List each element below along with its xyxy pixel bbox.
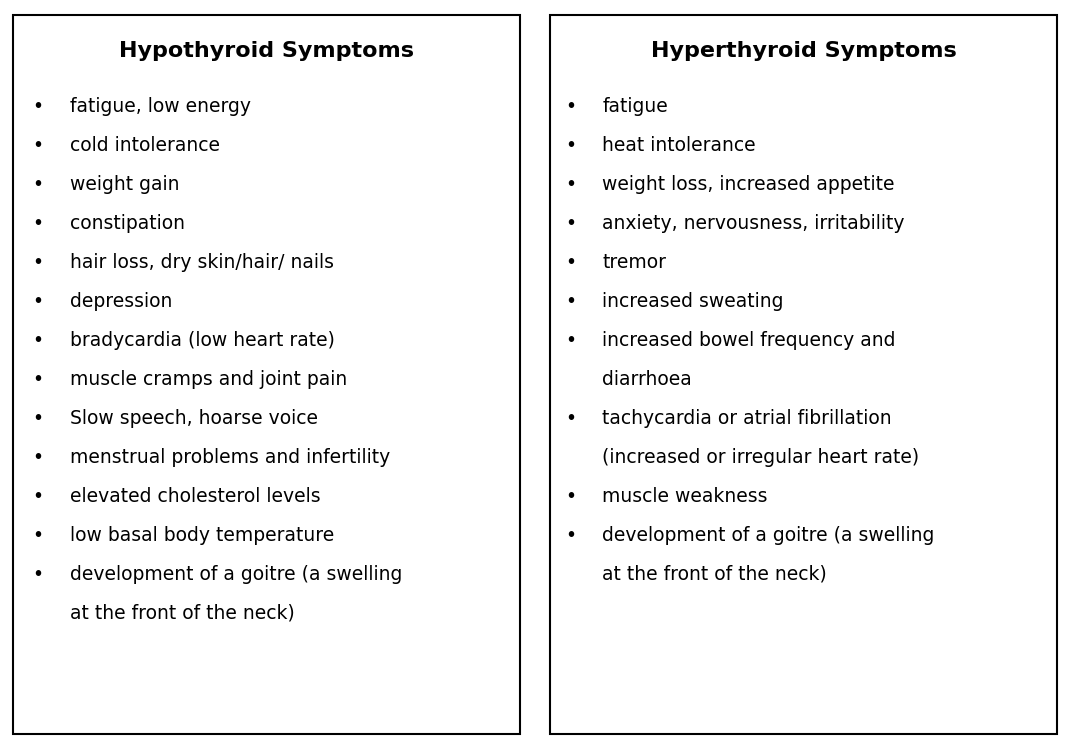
Text: depression: depression [70,291,172,311]
Text: •: • [565,214,576,233]
Text: increased bowel frequency and: increased bowel frequency and [602,331,896,350]
Text: cold intolerance: cold intolerance [70,135,219,155]
Text: diarrhoea: diarrhoea [602,369,692,389]
Text: elevated cholesterol levels: elevated cholesterol levels [70,487,320,506]
Text: •: • [565,175,576,194]
Text: Hypothyroid Symptoms: Hypothyroid Symptoms [119,41,414,61]
Text: at the front of the neck): at the front of the neck) [602,565,827,584]
Text: •: • [565,331,576,350]
Text: •: • [32,214,43,233]
Text: Slow speech, hoarse voice: Slow speech, hoarse voice [70,409,318,428]
Text: •: • [32,135,43,155]
Text: •: • [32,175,43,194]
Text: •: • [565,135,576,155]
Text: increased sweating: increased sweating [602,291,784,311]
Text: hair loss, dry skin/hair/ nails: hair loss, dry skin/hair/ nails [70,253,334,272]
Text: tremor: tremor [602,253,667,272]
Text: fatigue, low energy: fatigue, low energy [70,97,250,116]
Text: •: • [565,525,576,545]
Text: •: • [32,409,43,428]
FancyBboxPatch shape [13,15,520,734]
Text: •: • [32,565,43,584]
Text: development of a goitre (a swelling: development of a goitre (a swelling [602,525,935,545]
Text: •: • [32,487,43,506]
Text: •: • [565,253,576,272]
Text: muscle weakness: muscle weakness [602,487,768,506]
Text: muscle cramps and joint pain: muscle cramps and joint pain [70,369,347,389]
Text: •: • [32,253,43,272]
Text: tachycardia or atrial fibrillation: tachycardia or atrial fibrillation [602,409,892,428]
Text: •: • [32,525,43,545]
Text: •: • [32,97,43,116]
Text: constipation: constipation [70,214,184,233]
Text: Hyperthyroid Symptoms: Hyperthyroid Symptoms [651,41,957,61]
Text: low basal body temperature: low basal body temperature [70,525,334,545]
Text: weight loss, increased appetite: weight loss, increased appetite [602,175,895,194]
Text: development of a goitre (a swelling: development of a goitre (a swelling [70,565,402,584]
Text: •: • [565,487,576,506]
Text: •: • [565,409,576,428]
FancyBboxPatch shape [550,15,1057,734]
Text: •: • [565,291,576,311]
Text: •: • [32,369,43,389]
Text: heat intolerance: heat intolerance [602,135,756,155]
Text: at the front of the neck): at the front of the neck) [70,603,294,623]
Text: •: • [32,291,43,311]
Text: menstrual problems and infertility: menstrual problems and infertility [70,447,389,467]
Text: (increased or irregular heart rate): (increased or irregular heart rate) [602,447,919,467]
Text: fatigue: fatigue [602,97,668,116]
Text: weight gain: weight gain [70,175,179,194]
Text: •: • [32,447,43,467]
Text: bradycardia (low heart rate): bradycardia (low heart rate) [70,331,335,350]
Text: •: • [32,331,43,350]
Text: •: • [565,97,576,116]
Text: anxiety, nervousness, irritability: anxiety, nervousness, irritability [602,214,905,233]
